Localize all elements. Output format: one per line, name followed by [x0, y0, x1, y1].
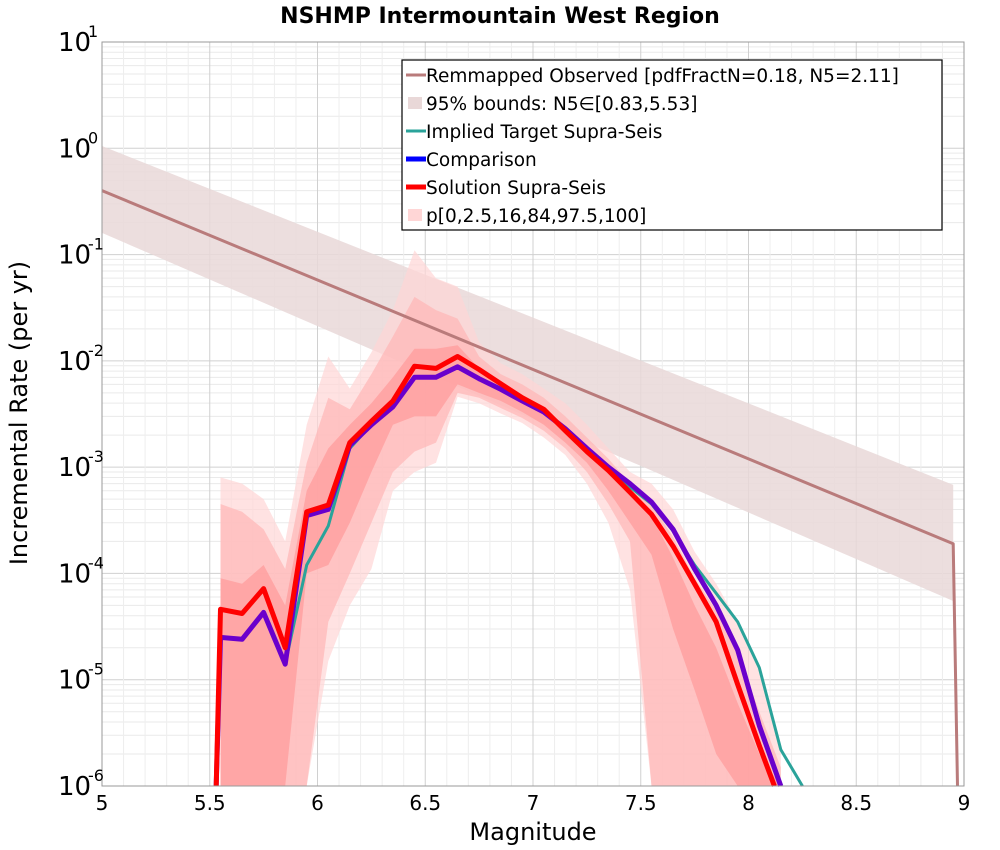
bands-layer	[102, 146, 954, 786]
legend-label: 95% bounds: N5∈[0.83,5.53]	[426, 94, 697, 115]
y-tick-label: 10-6	[58, 766, 104, 802]
y-tick-exponent: -4	[88, 553, 104, 572]
legend-label: p[0,2.5,16,84,97.5,100]	[426, 206, 646, 227]
x-tick-label: 8	[742, 791, 755, 815]
x-tick-label: 5.5	[194, 791, 226, 815]
x-tick-label: 5	[96, 791, 109, 815]
y-tick-exponent: -1	[88, 235, 104, 254]
y-tick-base: 10	[58, 666, 91, 696]
y-tick-exponent: -3	[88, 447, 104, 466]
y-tick-label: 10-3	[58, 447, 104, 483]
line-series	[213, 354, 777, 787]
legend-label: Remmapped Observed [pdfFractN=0.18, N5=2…	[426, 66, 899, 87]
line-series	[101, 189, 959, 787]
x-tick-label: 6.5	[409, 791, 441, 815]
y-tick-exponent: -5	[88, 660, 104, 679]
y-tick-base: 10	[58, 134, 91, 164]
x-tick-labels: 5 5.5 6 6.5 7 7.5 8 8.5 9	[96, 791, 971, 815]
y-tick-exponent: -6	[88, 766, 104, 785]
y-tick-base: 10	[58, 241, 91, 271]
x-tick-label: 9	[958, 791, 971, 815]
legend-swatch	[408, 209, 422, 221]
y-tick-exponent: -2	[88, 341, 104, 360]
x-tick-label: 8.5	[840, 791, 872, 815]
y-tick-base: 10	[58, 772, 91, 802]
legend: Remmapped Observed [pdfFractN=0.18, N5=2…	[401, 59, 943, 231]
x-tick-label: 7.5	[625, 791, 657, 815]
y-tick-label: 10-4	[58, 553, 104, 589]
y-tick-exponent: 0	[88, 128, 98, 147]
x-axis-label: Magnitude	[469, 818, 596, 846]
legend-box	[401, 59, 943, 231]
y-tick-label: 10-1	[58, 235, 104, 271]
y-tick-base: 10	[58, 347, 91, 377]
band-series	[220, 345, 781, 786]
x-tick-label: 7	[527, 791, 540, 815]
y-tick-label: 100	[58, 128, 98, 164]
y-tick-label: 10-5	[58, 660, 104, 696]
legend-label: Solution Supra-Seis	[426, 178, 606, 199]
y-tick-exponent: 1	[88, 22, 98, 41]
legend-swatch	[408, 97, 422, 109]
x-tick-label: 6	[311, 791, 324, 815]
y-tick-base: 10	[58, 28, 91, 58]
y-tick-base: 10	[58, 559, 91, 589]
y-tick-label: 101	[58, 22, 98, 58]
chart-title: NSHMP Intermountain West Region	[280, 4, 720, 29]
y-tick-base: 10	[58, 453, 91, 483]
y-tick-label: 10-2	[58, 341, 104, 377]
band-series	[102, 146, 954, 601]
legend-label: Comparison	[426, 150, 537, 171]
y-axis-label: Incremental Rate (per yr)	[5, 261, 33, 565]
lines-layer	[101, 189, 959, 787]
legend-label: Implied Target Supra-Seis	[426, 122, 662, 143]
plot-frame	[101, 41, 965, 787]
